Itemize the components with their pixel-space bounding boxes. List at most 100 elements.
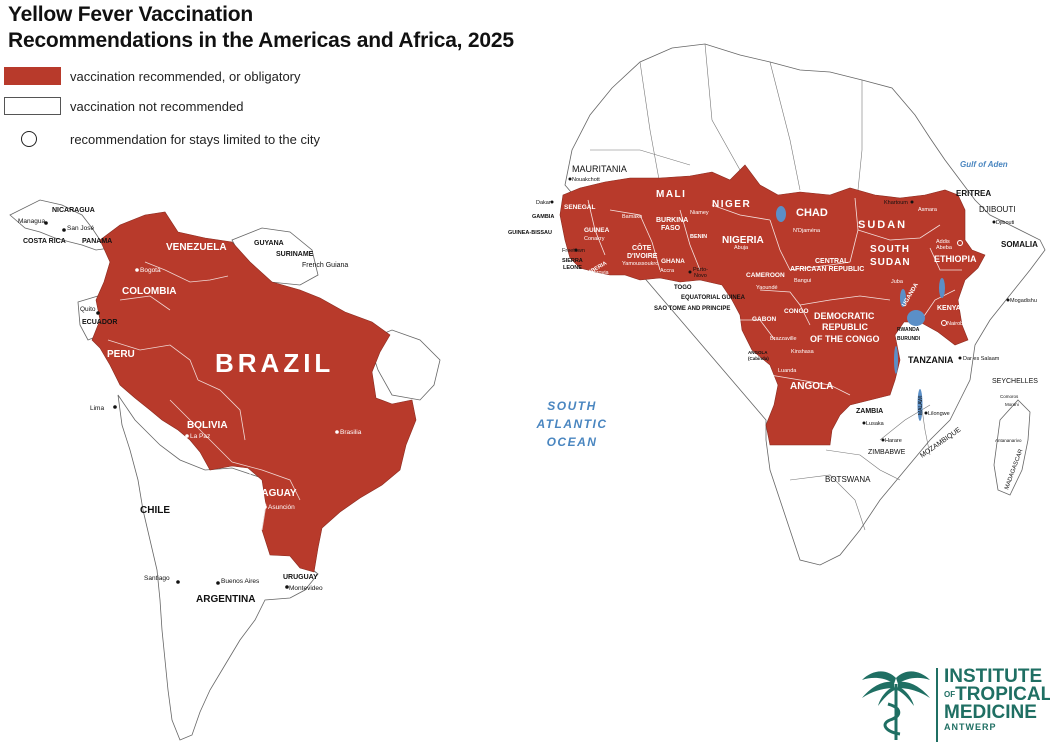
americas-city-dots [44,221,289,589]
label-bamako: Bamako [622,214,642,220]
label-asmara: Asmara [918,207,938,213]
label-guinea: GUINEA [584,227,610,234]
label-gabon: GABON [752,316,777,323]
label-asuncion: Asunción [268,504,295,511]
label-la-paz: La Paz [190,433,210,440]
madagascar-shape [993,399,1031,496]
label-zambia: ZAMBIA [856,408,883,415]
label-costa-rica: COSTA RICA [23,238,66,245]
label-drc-2: REPUBLIC [822,322,869,332]
label-yaounde: Yaoundé [756,285,778,291]
label-bogota: Bogotá [140,267,161,274]
label-south-sudan-2: SUDAN [870,257,911,268]
label-mali: MALI [656,189,686,200]
label-sierra-leone-1: SIERRA [562,258,583,264]
label-juba: Juba [891,279,904,285]
lake-albert [900,289,906,307]
label-burundi: BURUNDI [897,336,921,342]
city-circle-addis [957,240,963,246]
label-conakry: Conakry [584,236,605,242]
americas-city-dots-white [135,268,339,509]
ocean-line-1: SOUTH [547,399,597,413]
label-bolivia: BOLIVIA [187,420,228,431]
label-quito: Quito [80,306,96,313]
label-rwanda: RWANDA [897,327,920,333]
label-gambia: GAMBIA [532,214,554,220]
label-suriname: SURINAME [276,251,314,258]
label-french-guiana: French Guiana [302,262,348,269]
label-accra: Accra [660,268,675,274]
legend-swatch-recommended [4,67,61,85]
legend-swatch-not-recommended [4,97,61,115]
logo-line-1: INSTITUTE [944,666,1043,687]
label-sao-tome: SAO TOME AND PRINCIPE [654,306,730,312]
institute-logo: INSTITUTE OFTROPICAL MEDICINE ANTWERP [856,664,1050,748]
ne-brazil-coast-shape [367,329,441,401]
label-paraguay: PARAGUAY [241,488,297,499]
lake-malawi [917,389,923,421]
label-mogadishu: Mogadishu [1010,298,1037,304]
lakes [776,206,945,421]
label-moroni: Moroni [1005,402,1019,407]
label-nicaragua: NICARAGUA [52,207,95,214]
city-circle-nairobi [941,320,947,326]
africa-endemic-borders [587,197,962,396]
label-porto-novo-1: Porto- [693,267,708,273]
label-angola-cabinda-1: ANGOLA [748,350,768,355]
label-djibouti: DJIBOUTI [979,205,1015,214]
label-panama: PANAMA [82,238,112,245]
label-comoros: Comoros [1000,394,1019,399]
africa-labels-red: MALI NIGER CHAD SUDAN SOUTH SUDAN SENEGA… [564,189,977,392]
label-luanda: Luanda [778,368,797,374]
legend-label-recommended: vaccination recommended, or obligatory [70,68,301,84]
label-somalia: SOMALIA [1001,240,1038,249]
title-line-1: Yellow Fever Vaccination [8,3,253,26]
ocean-line-2: ATLANTIC [535,417,607,431]
logo-line-2b: TROPICAL [955,684,1050,705]
label-kinshasa: Kinshasa [791,349,815,355]
label-cote-2: D'IVOIRE [627,253,658,260]
logo-text: INSTITUTE OFTROPICAL MEDICINE ANTWERP [944,666,1050,733]
label-senegal: SENEGAL [564,204,595,211]
label-monrovia: Monrovia [586,270,610,276]
legend-item-city-only: recommendation for stays limited to the … [4,128,320,150]
label-tanzania: TANZANIA [908,355,954,365]
label-addis-1: Addis [936,239,950,245]
label-peru: PERU [107,349,135,360]
label-niger: NIGER [712,199,751,210]
label-buenos-aires: Buenos Aires [221,578,260,585]
label-ethiopia: ETHIOPIA [934,254,977,264]
label-managua: Managua [18,218,45,225]
label-niamey: Niamey [690,210,709,216]
label-lusaka: Lusaka [866,421,885,427]
label-botswana: BOTSWANA [825,475,871,484]
label-angola-cabinda-2: (Cabinda) [748,356,769,361]
lake-tanganyika [894,346,898,374]
lake-chad [776,206,786,222]
label-ndjamena: N'Djaména [793,228,821,234]
label-antananarivo: Antananarivo [995,438,1022,443]
label-burkina-2: FASO [661,225,681,232]
americas-endemic [91,211,417,573]
legend-item-not-recommended: vaccination not recommended [4,95,243,117]
label-nouakchott: Nouakchott [572,177,600,183]
map-title: Yellow Fever Vaccination Recommendations… [8,2,514,54]
ocean-label: SOUTH ATLANTIC OCEAN [535,399,607,449]
label-congo: CONGO [784,308,809,315]
label-porto-novo-2: Novo [694,273,707,279]
americas-land [9,199,441,741]
label-harare: Harare [885,438,902,444]
label-togo: TOGO [674,285,692,291]
label-burkina-1: BURKINA [656,217,688,224]
label-car-1: CENTRAL [815,258,849,265]
africa-endemic [559,164,986,446]
label-angola: ANGOLA [790,381,833,392]
logo-line-3: MEDICINE [944,702,1037,723]
label-lima: Lima [90,405,104,412]
africa-city-labels: Nouakchott Dakar Conakry Freetown Monrov… [536,177,1037,444]
africa-city-circles [941,240,963,326]
label-nigeria: NIGERIA [722,235,764,246]
label-drc-1: DEMOCRATIC [814,311,875,321]
logo-line-2: OFTROPICAL [944,684,1050,705]
label-abuja: Abuja [734,245,749,251]
